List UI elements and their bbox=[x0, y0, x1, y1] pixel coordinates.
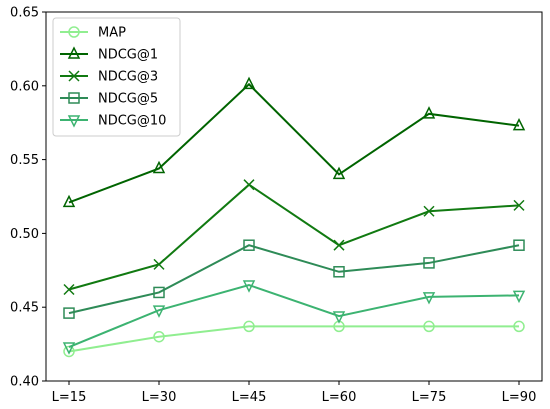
data-point bbox=[152, 305, 166, 318]
data-point bbox=[63, 307, 75, 319]
y-tick-label: 0.40 bbox=[10, 375, 39, 390]
series-ndcg-10 bbox=[62, 280, 526, 355]
legend-item: NDCG@1 bbox=[60, 46, 158, 63]
axes-frame bbox=[45, 11, 543, 382]
series-line bbox=[68, 183, 520, 291]
data-point bbox=[512, 290, 526, 304]
legend-item: NDCG@10 bbox=[60, 114, 166, 129]
series-ndcg-3 bbox=[63, 179, 525, 296]
x-tick-label: L=75 bbox=[412, 390, 447, 405]
data-point bbox=[513, 199, 525, 211]
series-ndcg-5 bbox=[63, 239, 525, 319]
data-point bbox=[153, 286, 165, 299]
legend-box bbox=[52, 17, 181, 137]
legend-marker bbox=[67, 46, 81, 59]
legend: MAP NDCG@1 NDCG@3 NDCG@5 NDCG@10 bbox=[52, 17, 181, 137]
data-point bbox=[243, 320, 255, 333]
data-point bbox=[512, 117, 526, 131]
data-point bbox=[242, 76, 256, 90]
data-point bbox=[333, 266, 345, 278]
data-point bbox=[243, 179, 255, 191]
y-tick-label: 0.60 bbox=[10, 79, 39, 94]
plot-area bbox=[62, 76, 526, 358]
data-point bbox=[422, 106, 436, 119]
data-point bbox=[513, 320, 525, 333]
data-point bbox=[153, 258, 165, 270]
legend-label: NDCG@5 bbox=[98, 92, 158, 107]
y-tick-label: 0.50 bbox=[10, 227, 39, 242]
axes: 0.40 0.45 0.50 0.55 0.60 0.65 L=15 L=30 L=45 L=60… bbox=[10, 6, 543, 405]
data-point bbox=[152, 160, 166, 174]
data-point bbox=[153, 330, 165, 343]
data-point bbox=[63, 283, 75, 296]
data-point bbox=[422, 292, 436, 305]
x-tick-label: L=15 bbox=[52, 390, 87, 405]
series-ndcg-1 bbox=[62, 76, 526, 208]
data-point bbox=[513, 239, 525, 251]
data-point bbox=[423, 257, 435, 269]
data-point bbox=[423, 205, 435, 217]
series-line bbox=[68, 284, 520, 348]
data-point bbox=[242, 280, 256, 293]
data-point bbox=[423, 320, 435, 333]
data-point bbox=[333, 239, 345, 251]
data-point bbox=[62, 342, 76, 355]
legend-label: NDCG@10 bbox=[98, 114, 166, 129]
y-tick-label: 0.45 bbox=[10, 301, 39, 316]
legend-item: NDCG@5 bbox=[60, 92, 158, 107]
series-map bbox=[63, 320, 525, 358]
x-tick-label: L=60 bbox=[322, 390, 357, 405]
legend-label: NDCG@1 bbox=[98, 48, 158, 63]
legend-item: NDCG@3 bbox=[60, 70, 158, 85]
data-point bbox=[332, 166, 346, 180]
data-point bbox=[62, 194, 76, 208]
series-line bbox=[68, 244, 520, 315]
y-tick-label: 0.55 bbox=[10, 153, 39, 168]
data-point bbox=[243, 239, 255, 251]
legend-marker bbox=[68, 70, 80, 82]
x-tick-label: L=45 bbox=[232, 390, 267, 405]
legend-item: MAP bbox=[60, 26, 126, 41]
x-tick-label: L=30 bbox=[142, 390, 177, 405]
data-point bbox=[332, 311, 346, 324]
series-line bbox=[68, 82, 520, 204]
legend-marker bbox=[68, 26, 80, 38]
legend-label: MAP bbox=[98, 26, 126, 41]
legend-marker bbox=[68, 92, 80, 104]
series-line bbox=[68, 325, 519, 353]
legend-marker bbox=[67, 115, 81, 128]
y-tick-label: 0.65 bbox=[10, 6, 39, 21]
legend-label: NDCG@3 bbox=[98, 70, 158, 85]
x-tick-label: L=90 bbox=[502, 390, 537, 405]
